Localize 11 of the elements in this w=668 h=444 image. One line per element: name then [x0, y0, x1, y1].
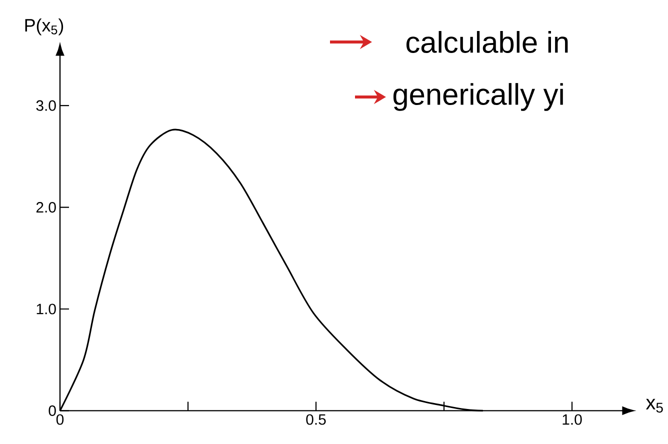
- text: calculable in: [406, 31, 568, 53]
- y-tick-label: 1.0: [36, 304, 56, 314]
- y-tick-label: 3.0: [36, 100, 56, 111]
- x-tick-label: 0.5: [306, 414, 326, 425]
- x-tick-label: 0: [56, 414, 64, 425]
- y-tick-label: 0: [48, 405, 56, 416]
- x-axis-title: x$_{5}$: [646, 398, 663, 413]
- y-tick-label: 2.0: [36, 202, 56, 213]
- y-axis-title: P(x$_{5}$): [25, 18, 64, 36]
- x-tick-label: 1.0: [562, 414, 582, 425]
- annotation: generically yi: [393, 83, 563, 111]
